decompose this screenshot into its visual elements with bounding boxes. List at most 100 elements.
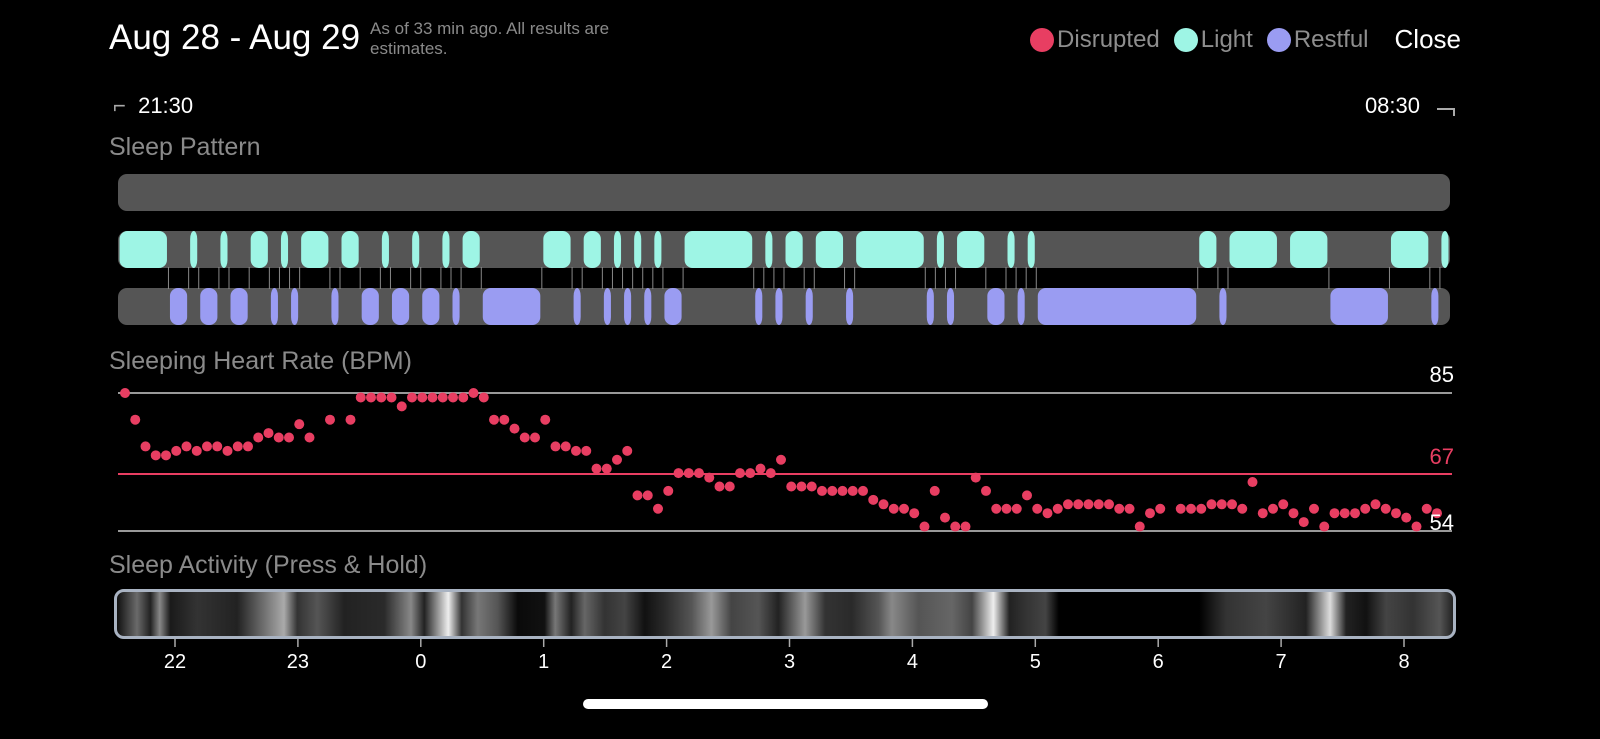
heart-rate-point bbox=[868, 494, 879, 505]
restful-segment bbox=[603, 288, 611, 325]
heart-rate-point bbox=[1268, 503, 1278, 514]
heart-rate-point bbox=[878, 499, 889, 510]
restful-segment bbox=[1330, 288, 1388, 325]
home-indicator[interactable] bbox=[583, 699, 988, 709]
light-segment bbox=[936, 231, 944, 268]
heart-rate-point bbox=[1247, 477, 1258, 488]
heart-rate-point bbox=[827, 485, 838, 496]
heart-rate-point bbox=[683, 468, 694, 479]
heart-rate-point bbox=[345, 414, 356, 425]
light-segment bbox=[381, 231, 389, 268]
light-segment bbox=[765, 231, 773, 268]
light-segment bbox=[583, 231, 601, 268]
heart-rate-point bbox=[150, 450, 161, 461]
hour-tick-label: 2 bbox=[661, 651, 673, 673]
heart-rate-point bbox=[171, 445, 182, 456]
restful-segment bbox=[361, 288, 379, 325]
light-segment bbox=[1027, 231, 1035, 268]
heart-rate-point bbox=[284, 432, 294, 443]
light-segment bbox=[634, 231, 642, 268]
hour-tick-label: 1 bbox=[538, 651, 550, 673]
heart-rate-point bbox=[745, 468, 756, 479]
heart-rate-point bbox=[858, 485, 868, 496]
heart-rate-point bbox=[1052, 503, 1063, 514]
heart-rate-point bbox=[130, 414, 141, 425]
heart-rate-point bbox=[325, 414, 335, 425]
heart-rate-point bbox=[273, 432, 284, 443]
heart-rate-point bbox=[1370, 499, 1381, 510]
heart-rate-point bbox=[1124, 503, 1135, 514]
light-segment bbox=[1441, 231, 1449, 268]
heart-rate-point bbox=[663, 485, 674, 496]
heart-rate-point bbox=[817, 485, 827, 496]
hour-tick-label: 6 bbox=[1152, 651, 1164, 673]
heart-rate-point bbox=[191, 445, 202, 456]
restful-track bbox=[118, 288, 1450, 325]
heart-rate-point bbox=[550, 441, 561, 452]
light-segment bbox=[654, 231, 662, 268]
restful-segment bbox=[573, 288, 581, 325]
heart-rate-point bbox=[355, 392, 366, 403]
heart-rate-point bbox=[1360, 503, 1371, 514]
heart-rate-point bbox=[202, 441, 212, 452]
light-dot-icon bbox=[1173, 27, 1198, 52]
header-left: Aug 28 - Aug 29 As of 33 min ago. All re… bbox=[109, 18, 650, 59]
heart-rate-point bbox=[1411, 521, 1422, 532]
heart-rate-point bbox=[1350, 508, 1360, 519]
light-segment bbox=[280, 231, 289, 268]
restful-segment bbox=[846, 288, 854, 325]
restful-segment bbox=[482, 288, 541, 325]
light-segment bbox=[442, 231, 450, 268]
heart-rate-point bbox=[1298, 517, 1309, 528]
legend-restful: Restful bbox=[1266, 26, 1369, 54]
hour-tick-label: 0 bbox=[415, 651, 427, 673]
heart-rate-point bbox=[1104, 499, 1114, 510]
close-button[interactable]: Close bbox=[1394, 24, 1461, 54]
heart-rate-point bbox=[1145, 508, 1155, 519]
heart-rate-point bbox=[1329, 508, 1340, 519]
heart-rate-point bbox=[519, 432, 530, 443]
heart-rate-point bbox=[1114, 503, 1125, 514]
restful-segment bbox=[644, 288, 652, 325]
restful-segment bbox=[624, 288, 632, 325]
restful-segment bbox=[1431, 288, 1439, 325]
heart-rate-point bbox=[407, 392, 417, 403]
heart-rate-point bbox=[222, 445, 233, 456]
heart-rate-point bbox=[991, 503, 1002, 514]
heart-rate-point bbox=[642, 490, 653, 501]
heart-rate-point bbox=[540, 414, 551, 425]
heart-rate-point bbox=[571, 445, 581, 456]
heart-rate-heading: Sleeping Heart Rate (BPM) bbox=[109, 347, 412, 375]
light-track bbox=[118, 231, 1450, 268]
restful-segment bbox=[422, 288, 440, 325]
max-label: 85 bbox=[1430, 362, 1454, 387]
light-segment bbox=[301, 231, 329, 268]
heart-rate-point bbox=[509, 423, 520, 434]
heart-rate-point bbox=[632, 490, 643, 501]
light-segment bbox=[1290, 231, 1328, 268]
heart-rate-point bbox=[1401, 512, 1412, 523]
heart-rate-point bbox=[694, 468, 704, 479]
restful-segment bbox=[270, 288, 278, 325]
light-segment bbox=[1199, 231, 1217, 268]
legend-label: Disrupted bbox=[1057, 25, 1160, 53]
heart-rate-point bbox=[1011, 503, 1022, 514]
sleep-activity-bar[interactable] bbox=[114, 589, 1456, 639]
hour-tick-label: 4 bbox=[906, 651, 918, 673]
header-right: Disrupted Light Restful Close bbox=[1030, 24, 1461, 55]
restful-segment bbox=[291, 288, 299, 325]
legend-disrupted: Disrupted bbox=[1030, 26, 1160, 54]
heart-rate-point bbox=[581, 445, 592, 456]
heart-rate-point bbox=[304, 432, 315, 443]
heart-rate-point bbox=[417, 392, 428, 403]
heart-rate-point bbox=[1206, 499, 1217, 510]
heart-rate-point bbox=[489, 414, 499, 425]
heart-rate-point bbox=[1093, 499, 1104, 510]
heart-rate-point bbox=[724, 481, 735, 492]
heart-rate-point bbox=[1022, 490, 1032, 501]
restful-segment bbox=[391, 288, 410, 325]
restful-segment bbox=[230, 288, 248, 325]
light-segment bbox=[1390, 231, 1429, 268]
heart-rate-point bbox=[1339, 508, 1350, 519]
heart-rate-point bbox=[396, 401, 407, 412]
